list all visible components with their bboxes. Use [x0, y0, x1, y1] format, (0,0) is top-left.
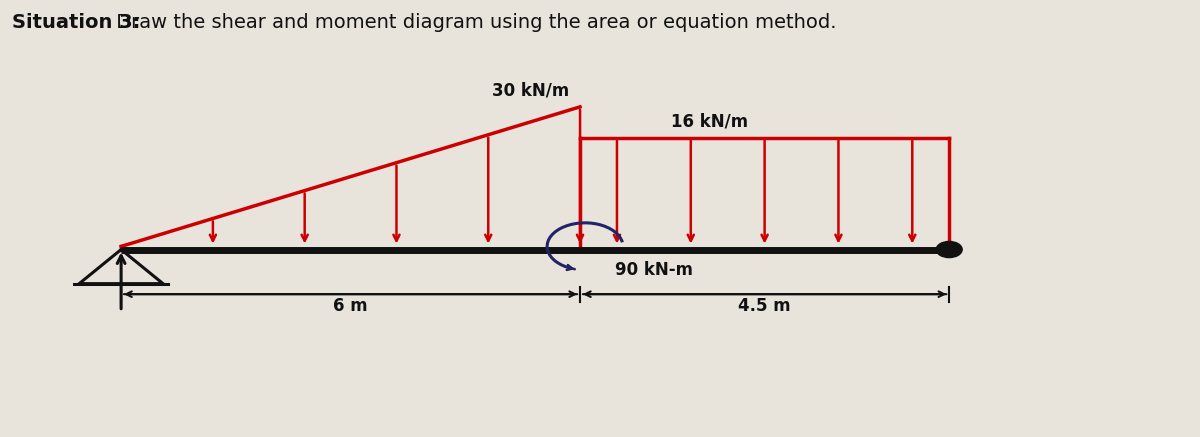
Text: 6 m: 6 m — [334, 297, 368, 315]
Text: 90 kN-m: 90 kN-m — [614, 261, 692, 279]
Text: 4.5 m: 4.5 m — [738, 297, 791, 315]
Circle shape — [936, 242, 962, 257]
Text: 16 kN/m: 16 kN/m — [671, 112, 749, 130]
Text: Situation 3:: Situation 3: — [12, 13, 140, 32]
Text: 30 kN/m: 30 kN/m — [492, 81, 569, 99]
Text: Draw the shear and moment diagram using the area or equation method.: Draw the shear and moment diagram using … — [110, 13, 836, 32]
